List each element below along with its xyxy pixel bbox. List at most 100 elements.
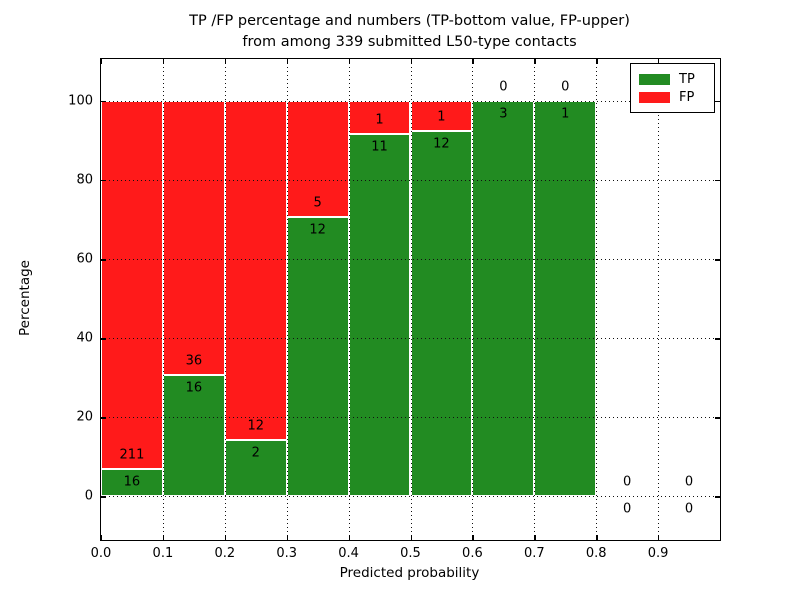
y-tick-label: 0 xyxy=(84,488,93,504)
gridline-vertical xyxy=(224,59,226,540)
y-tick-label: 80 xyxy=(76,172,93,188)
legend-item-tp: TP xyxy=(639,70,714,88)
fp-bar-segment xyxy=(101,100,163,469)
tp-count-label: 12 xyxy=(309,222,326,238)
x-tick-mark xyxy=(286,535,289,540)
x-tick-mark xyxy=(596,535,598,540)
x-tick-mark xyxy=(534,535,536,540)
x-tick-mark xyxy=(286,59,289,64)
x-tick-mark xyxy=(101,59,103,64)
x-tick-label: 0.8 xyxy=(585,546,607,561)
gridline-vertical xyxy=(348,59,350,540)
tp-count-label: 12 xyxy=(433,136,450,152)
x-tick-label: 0.9 xyxy=(647,546,669,561)
x-tick-mark xyxy=(348,535,350,540)
x-tick-mark xyxy=(534,59,536,64)
fp-count-label: 211 xyxy=(119,447,145,463)
gridline-vertical xyxy=(596,59,598,540)
y-tick-mark xyxy=(101,180,106,182)
fp-bar-segment xyxy=(162,100,225,375)
x-tick-mark xyxy=(658,59,660,64)
x-tick-label: 0.3 xyxy=(276,546,298,561)
fp-count-label: 12 xyxy=(247,418,265,434)
y-tick-mark xyxy=(101,100,106,103)
gridline-vertical xyxy=(410,59,412,540)
tp-count-label: 11 xyxy=(371,139,388,155)
fp-count-label: 5 xyxy=(313,195,322,211)
y-tick-mark xyxy=(715,180,720,182)
x-tick-mark xyxy=(348,59,350,64)
tp-bar-segment xyxy=(534,100,597,497)
x-tick-label: 0.0 xyxy=(90,546,112,561)
tp-bar-segment xyxy=(224,439,287,497)
fp-count-label: 36 xyxy=(185,353,203,369)
x-axis-label: Predicted probability xyxy=(339,565,480,581)
tp-count-label: 0 xyxy=(684,501,694,517)
x-tick-label: 0.2 xyxy=(214,546,236,561)
x-tick-mark xyxy=(101,535,103,540)
x-tick-mark xyxy=(410,59,412,64)
legend: TP FP xyxy=(630,63,715,113)
gridline-vertical xyxy=(162,59,164,540)
fp-count-label: 1 xyxy=(437,109,446,125)
fp-bar-segment xyxy=(348,100,411,134)
y-tick-mark xyxy=(715,496,720,498)
y-tick-mark xyxy=(101,496,106,498)
fp-count-label: 1 xyxy=(375,112,384,128)
y-tick-mark xyxy=(715,259,720,261)
gridline-vertical xyxy=(286,59,288,540)
x-tick-mark xyxy=(162,59,165,64)
tp-bar-segment xyxy=(472,100,535,497)
y-tick-mark xyxy=(715,338,720,340)
y-tick-label: 60 xyxy=(76,251,93,267)
x-tick-mark xyxy=(410,535,412,540)
y-axis-label: Percentage xyxy=(17,260,33,336)
x-tick-mark xyxy=(472,59,474,64)
y-tick-mark xyxy=(101,338,106,340)
tp-legend-swatch xyxy=(639,73,670,85)
x-tick-label: 0.4 xyxy=(338,546,359,561)
tp-bar-segment xyxy=(348,133,411,497)
tp-count-label: 0 xyxy=(623,501,632,517)
tp-count-label: 2 xyxy=(251,445,260,461)
gridline-vertical xyxy=(472,59,474,540)
tp-count-label: 3 xyxy=(499,106,508,122)
tp-bar-segment xyxy=(162,374,225,497)
fp-legend-swatch xyxy=(639,91,670,103)
y-tick-mark xyxy=(101,417,106,419)
tp-count-label: 16 xyxy=(185,380,203,396)
y-tick-label: 40 xyxy=(76,330,93,346)
fp-count-label: 0 xyxy=(684,474,694,490)
plot-area: TP FP 0.0 0.1 0.2 0.3 0.4 0.5 0.6 0.7 0.8 0.9 0 20 4… xyxy=(68,58,721,561)
legend-item-fp: FP xyxy=(639,88,714,106)
x-tick-mark xyxy=(596,59,598,64)
y-tick-mark xyxy=(101,259,106,261)
gridline-vertical xyxy=(534,59,536,540)
tp-bar-segment xyxy=(286,217,349,497)
fp-count-label: 0 xyxy=(623,474,632,490)
chart-title-line2: from among 339 submitted L50-type contac… xyxy=(242,34,577,50)
fp-legend-label: FP xyxy=(679,89,695,105)
chart-title-line1: TP /FP percentage and numbers (TP-bottom… xyxy=(189,13,630,29)
x-tick-mark xyxy=(472,535,474,540)
y-tick-label: 100 xyxy=(68,93,93,109)
tp-count-label: 16 xyxy=(123,474,141,490)
fp-count-label: 0 xyxy=(561,79,570,95)
x-tick-label: 0.7 xyxy=(523,546,545,561)
x-tick-label: 0.5 xyxy=(400,546,421,561)
fp-bar-segment xyxy=(224,100,287,440)
y-tick-mark xyxy=(715,100,720,103)
y-tick-mark xyxy=(715,417,720,419)
x-tick-mark xyxy=(224,535,227,540)
fp-bar-segment xyxy=(410,100,473,132)
tp-bar-segment xyxy=(410,131,473,497)
x-tick-mark xyxy=(162,535,165,540)
x-tick-label: 0.1 xyxy=(152,546,174,561)
fp-count-label: 0 xyxy=(499,79,508,95)
chart-title: TP /FP percentage and numbers (TP-bottom… xyxy=(100,11,719,53)
y-tick-label: 20 xyxy=(76,409,93,425)
x-tick-mark xyxy=(224,59,227,64)
x-tick-mark xyxy=(658,535,660,540)
gridline-vertical xyxy=(658,59,660,540)
